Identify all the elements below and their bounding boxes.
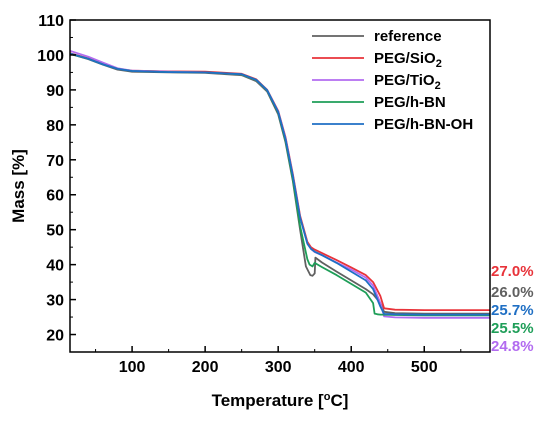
x-tick-label: 400 <box>338 359 365 376</box>
legend-label: reference <box>374 28 442 45</box>
end-value-label: 25.5% <box>491 320 534 337</box>
y-tick-label: 20 <box>46 328 64 345</box>
plot-frame <box>69 19 491 353</box>
y-tick-label: 30 <box>46 293 64 310</box>
series-line <box>69 53 490 315</box>
y-tick-label: 90 <box>46 83 64 100</box>
legend-label: PEG/TiO2 <box>374 72 441 92</box>
legend-label: PEG/SiO2 <box>374 50 442 70</box>
series-group <box>69 49 490 319</box>
y-tick-label: 80 <box>46 118 64 135</box>
x-axis-title: Temperature [oC] <box>212 391 349 410</box>
x-tick-label: 500 <box>411 359 438 376</box>
y-axis-title: Mass [%] <box>9 149 28 223</box>
y-tick-label: 60 <box>46 188 64 205</box>
end-value-label: 26.0% <box>491 284 534 301</box>
end-value-label: 24.8% <box>491 338 534 355</box>
series-line <box>69 52 490 311</box>
series-line <box>69 52 490 316</box>
y-tick-label: 110 <box>38 13 64 30</box>
y-tick-label: 50 <box>46 223 64 240</box>
y-tick-label: 70 <box>46 153 64 170</box>
end-value-label: 25.7% <box>491 302 534 319</box>
end-value-labels: 27.0% 26.0%25.7%25.5%24.8% <box>491 263 534 355</box>
x-tick-label: 100 <box>119 359 146 376</box>
legend-label: PEG/h-BN <box>374 94 446 111</box>
y-tick-label: 100 <box>37 48 64 65</box>
y-tick-label: 40 <box>46 258 64 275</box>
x-tick-label: 300 <box>265 359 292 376</box>
legend-label: PEG/h-BN-OH <box>374 116 473 133</box>
y-axis-ticks: 20 30 40 50 60 70 80 90 100 110 <box>37 13 76 345</box>
series-line <box>69 49 490 319</box>
end-value-label: 27.0% <box>491 263 534 280</box>
x-axis-ticks: 100 200 300 400 500 <box>95 346 462 376</box>
x-tick-label: 200 <box>192 359 219 376</box>
